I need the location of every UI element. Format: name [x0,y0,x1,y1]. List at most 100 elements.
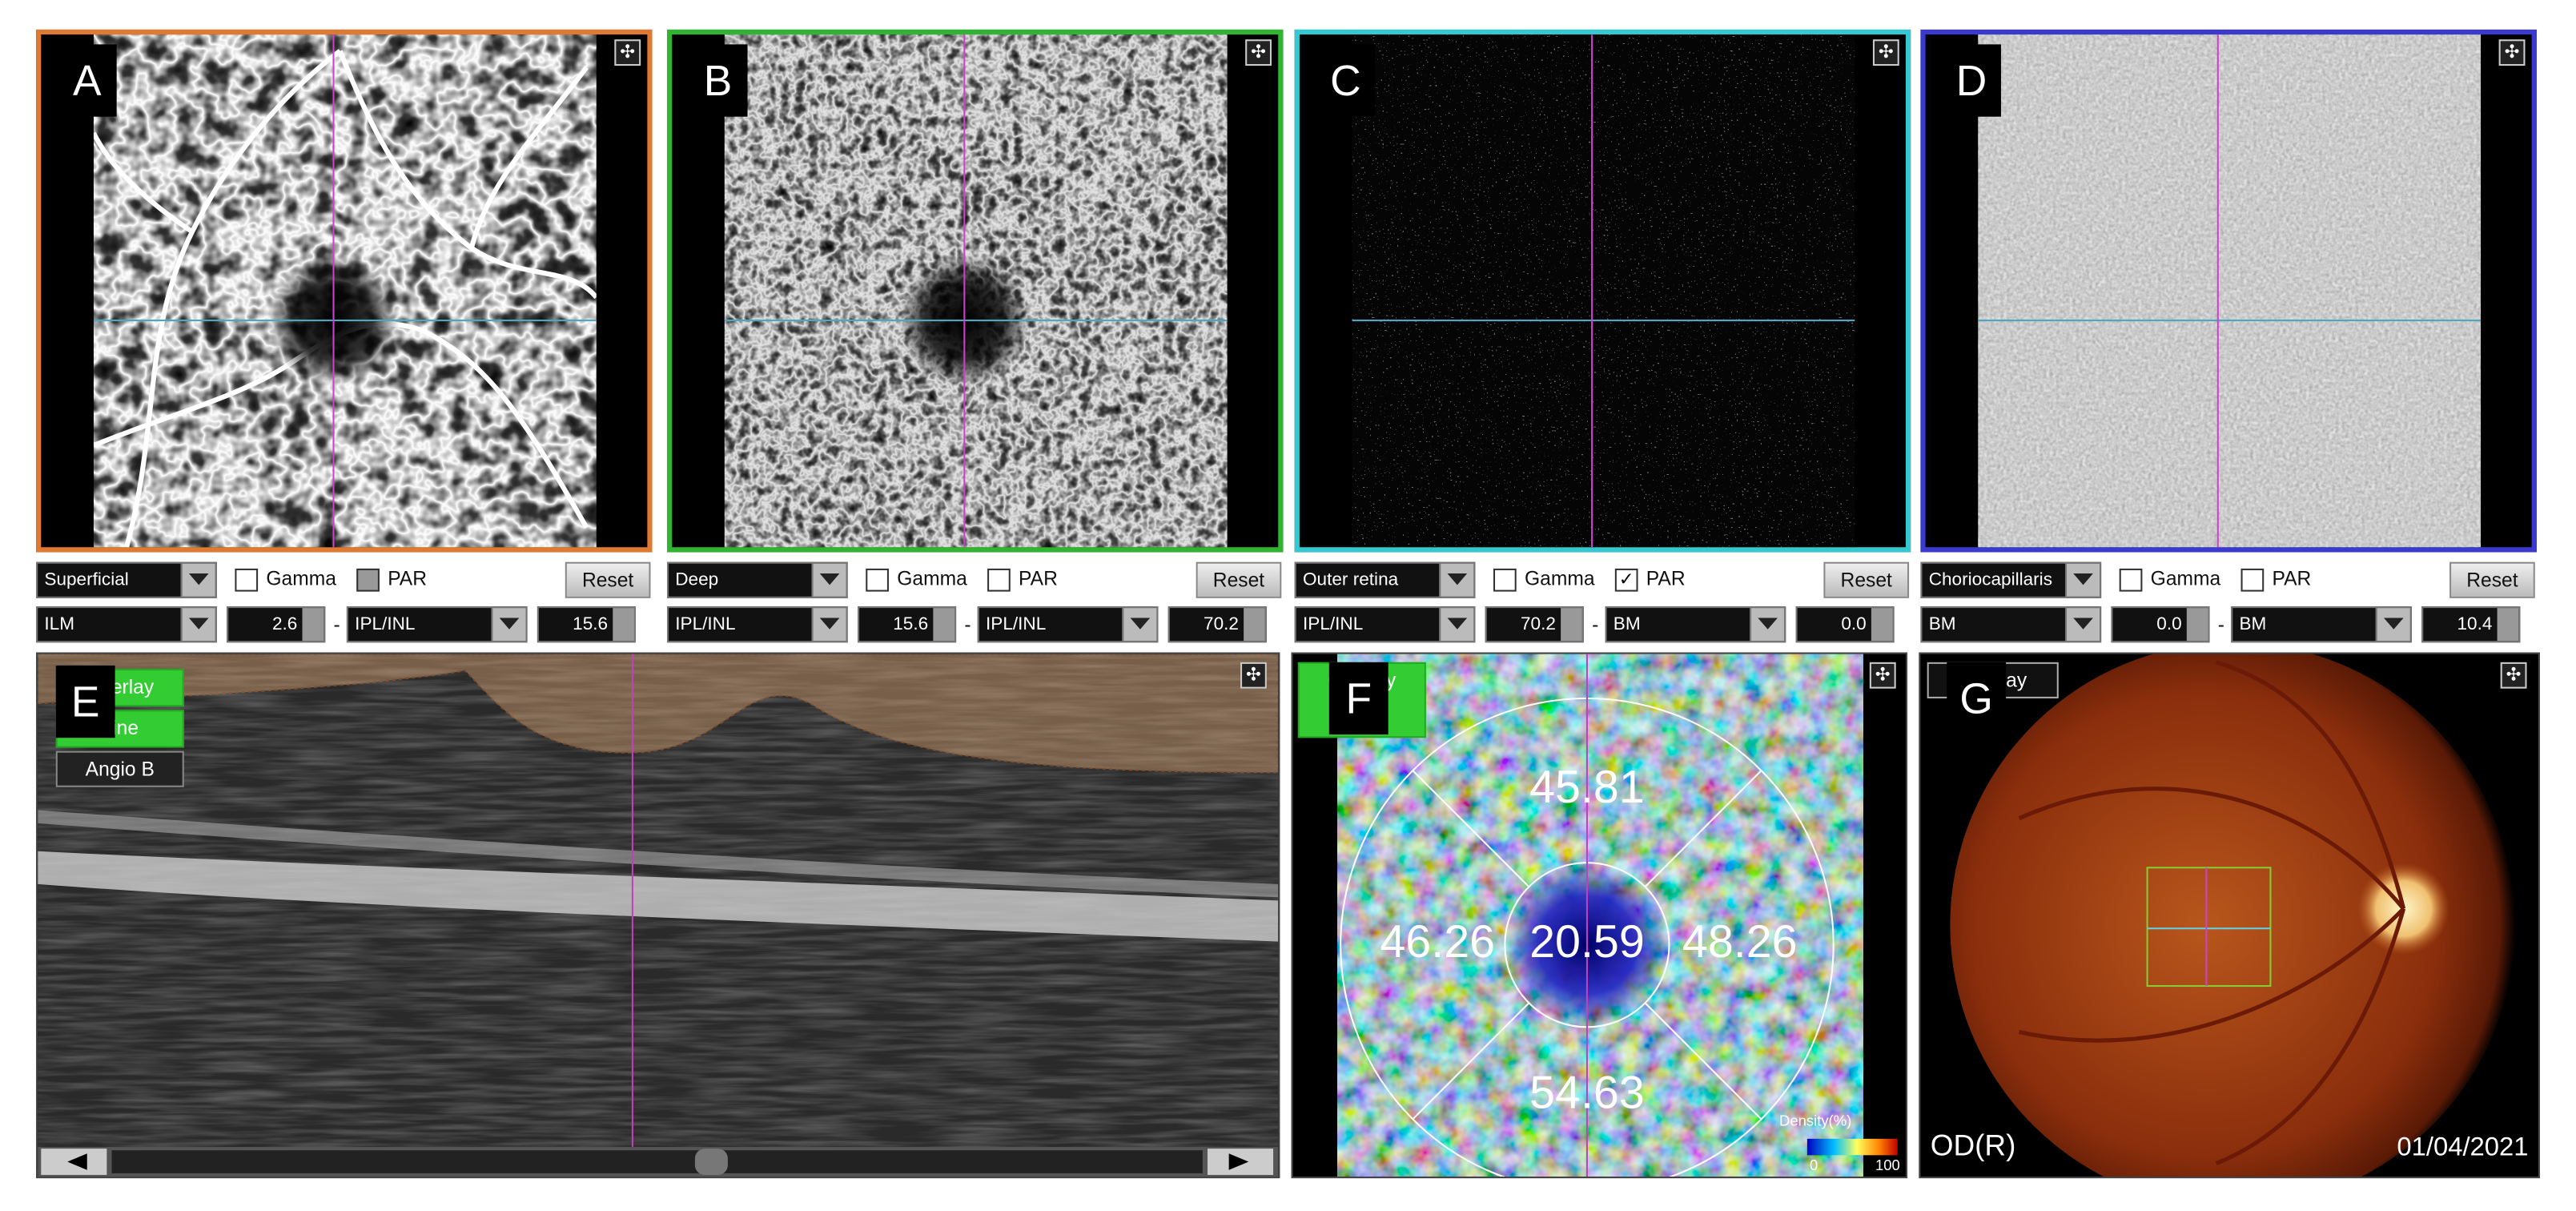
dropdown-arrow[interactable] [1122,608,1157,642]
legend-bar [1806,1138,1898,1156]
angio-panel: D ✣ [1920,29,2537,553]
offset-spinner[interactable]: 15.6 [857,606,957,643]
dropdown-arrow[interactable] [1439,608,1474,642]
spinner-arrows[interactable] [1871,608,1893,642]
par-label: PAR [1019,566,1058,590]
spinner-arrows[interactable] [613,608,634,642]
legend-min: 0 [1810,1157,1818,1173]
layer-dropdown[interactable]: Outer retina [1294,561,1476,598]
expand-button[interactable]: ✣ [1869,662,1896,689]
density-panel: 45.81 46.26 20.59 48.26 54.63 Density(%)… [1291,652,1908,1179]
sector-value: 54.63 [1529,1068,1645,1119]
panel-label: F [1328,662,1388,735]
dropdown-arrow[interactable] [2375,608,2410,642]
gamma-checkbox[interactable] [1493,568,1517,592]
offset-spinner[interactable]: 15.6 [536,606,637,643]
range-dash: - [964,613,971,637]
angio-image [93,34,597,548]
upper-boundary-dropdown[interactable]: IPL/INL [1294,606,1476,643]
image-layer [468,66,589,249]
gamma-label: Gamma [1524,566,1595,590]
image-layer [337,50,597,300]
fundus-image: OD(R) 01/04/2021 [1931,654,2529,1177]
dropdown-arrow[interactable] [180,608,215,642]
lower-boundary-dropdown[interactable]: BM [2231,606,2412,643]
dropdown-arrow[interactable] [811,608,846,642]
dropdown-arrow[interactable] [1439,563,1474,597]
offset-spinner[interactable]: 2.6 [227,606,326,643]
upper-boundary-dropdown[interactable]: BM [1920,606,2102,643]
reset-button[interactable]: Reset [565,561,651,598]
par-checkbox[interactable] [2240,568,2265,592]
spinner-arrows[interactable] [2497,608,2519,642]
reset-button[interactable]: Reset [1823,561,1910,598]
offset-spinner[interactable]: 10.4 [2421,606,2521,643]
sector-value: 45.81 [1529,762,1645,813]
angio-panel: A ✣ [36,29,653,553]
expand-button[interactable]: ✣ [1240,662,1267,689]
offset-spinner[interactable]: 70.2 [1167,606,1267,643]
range-dash: - [333,613,340,637]
upper-boundary-dropdown[interactable]: ILM [36,606,217,643]
image-layer [93,360,292,448]
gamma-label: Gamma [897,566,967,590]
image-layer [1352,34,1855,548]
spinner-arrows[interactable] [933,608,955,642]
spinner-arrows[interactable] [1244,608,1265,642]
lower-boundary-dropdown[interactable]: IPL/INL [977,606,1159,643]
bscan-image [38,654,1279,1177]
upper-boundary-dropdown[interactable]: IPL/INL [666,606,848,643]
gamma-label: Gamma [2150,566,2221,590]
angio-panel: B ✣ [666,29,1284,553]
image-layer [1978,34,2482,548]
dropdown-arrow[interactable] [2064,563,2100,597]
dropdown-arrow[interactable] [180,563,215,597]
expand-button[interactable]: ✣ [1872,39,1899,66]
offset-spinner[interactable]: 0.0 [1795,606,1895,643]
par-checkbox[interactable]: ✓ [1614,568,1638,592]
bscan-panel: Overlay Line Angio B E ✣ [36,652,1280,1179]
angio-b-button[interactable]: Angio B [55,750,184,787]
layer-dropdown[interactable]: Superficial [36,561,217,598]
gamma-checkbox[interactable] [866,568,889,592]
spinner-arrows[interactable] [2186,608,2208,642]
line-button[interactable]: Line [55,710,184,748]
spinner-arrows[interactable] [1561,608,1582,642]
par-checkbox[interactable] [356,568,380,592]
sector-value: 20.59 [1529,916,1645,968]
panel-label: D [1942,44,2001,117]
offset-spinner[interactable]: 70.2 [1485,606,1584,643]
reset-button[interactable]: Reset [2449,561,2535,598]
legend-title: Density(%) [1779,1112,1851,1129]
range-dash: - [1592,613,1599,637]
reset-button[interactable]: Reset [1196,561,1282,598]
offset-spinner[interactable]: 0.0 [2111,606,2210,643]
expand-button[interactable]: ✣ [614,39,641,66]
par-checkbox[interactable] [987,568,1011,592]
dropdown-arrow[interactable] [2064,608,2100,642]
sector-value: 48.26 [1682,916,1798,968]
layer-dropdown[interactable]: Deep [666,561,848,598]
dropdown-arrow[interactable] [491,608,526,642]
range-dash: - [2217,613,2225,637]
lower-boundary-dropdown[interactable]: BM [1605,606,1786,643]
expand-button[interactable]: ✣ [1245,39,1272,66]
spinner-arrows[interactable] [302,608,324,642]
image-layer [93,131,194,234]
legend-max: 100 [1875,1157,1900,1173]
lower-boundary-dropdown[interactable]: IPL/INL [346,606,528,643]
gamma-checkbox[interactable] [235,568,259,592]
panel-label: C [1316,44,1376,117]
panel-label: G [1947,662,2007,735]
expand-button[interactable]: ✣ [2500,662,2527,689]
gamma-label: Gamma [266,566,336,590]
gamma-checkbox[interactable] [2119,568,2143,592]
angio-panel: C ✣ [1294,29,1911,553]
par-label: PAR [1646,566,1686,590]
expand-button[interactable]: ✣ [2498,39,2526,66]
dropdown-arrow[interactable] [811,563,846,597]
layer-dropdown[interactable]: Choriocapillaris [1920,561,2102,598]
dropdown-arrow[interactable] [1750,608,1785,642]
